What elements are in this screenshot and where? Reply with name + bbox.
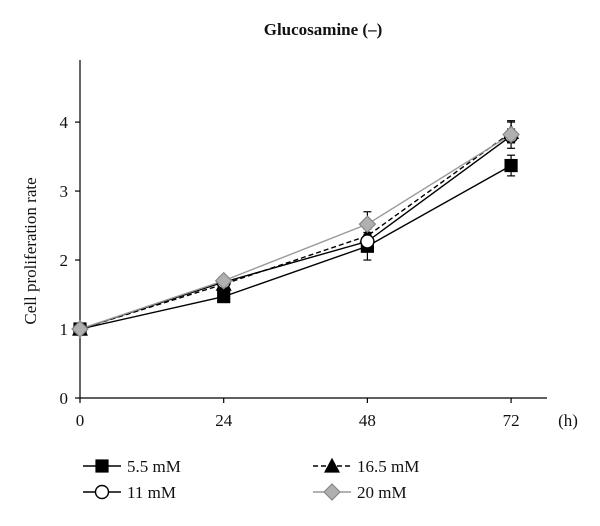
y-axis-label: Cell proliferation rate (21, 177, 40, 324)
series-line-4 (80, 134, 511, 329)
data-point-series-3 (361, 235, 374, 248)
x-tick-label: 48 (359, 411, 376, 430)
legend-label-1: 5.5 mM (127, 457, 181, 476)
series-lines (80, 132, 511, 329)
data-point-series-1 (218, 291, 230, 303)
x-tick-label: 0 (76, 411, 85, 430)
y-tick-label: 2 (60, 251, 69, 270)
y-tick-label: 0 (60, 389, 69, 408)
legend-marker-4 (324, 484, 340, 500)
legend: 5.5 mM 16.5 mM 11 mM 20 mM (83, 457, 419, 502)
chart-title: Glucosamine (–) (264, 20, 383, 39)
legend-marker-3 (96, 486, 109, 499)
axes: 0 1 2 3 4 0 24 48 72 (h) Cell proliferation rate (21, 60, 578, 430)
legend-label-2: 16.5 mM (357, 457, 419, 476)
legend-marker-2 (325, 459, 339, 472)
y-tick-label: 4 (60, 113, 69, 132)
series-line-1 (80, 166, 511, 329)
series-line-2 (80, 132, 511, 329)
legend-marker-1 (96, 460, 108, 472)
x-axis-label: (h) (558, 411, 578, 430)
y-tick-label: 3 (60, 182, 69, 201)
data-point-series-4 (359, 216, 375, 232)
error-bars (220, 121, 515, 300)
y-tick-label: 1 (60, 320, 69, 339)
data-markers (72, 125, 519, 337)
legend-label-4: 20 mM (357, 483, 407, 502)
series-line-3 (80, 136, 511, 329)
legend-label-3: 11 mM (127, 483, 176, 502)
x-tick-label: 24 (215, 411, 233, 430)
data-point-series-1 (505, 160, 517, 172)
x-tick-label: 72 (503, 411, 520, 430)
